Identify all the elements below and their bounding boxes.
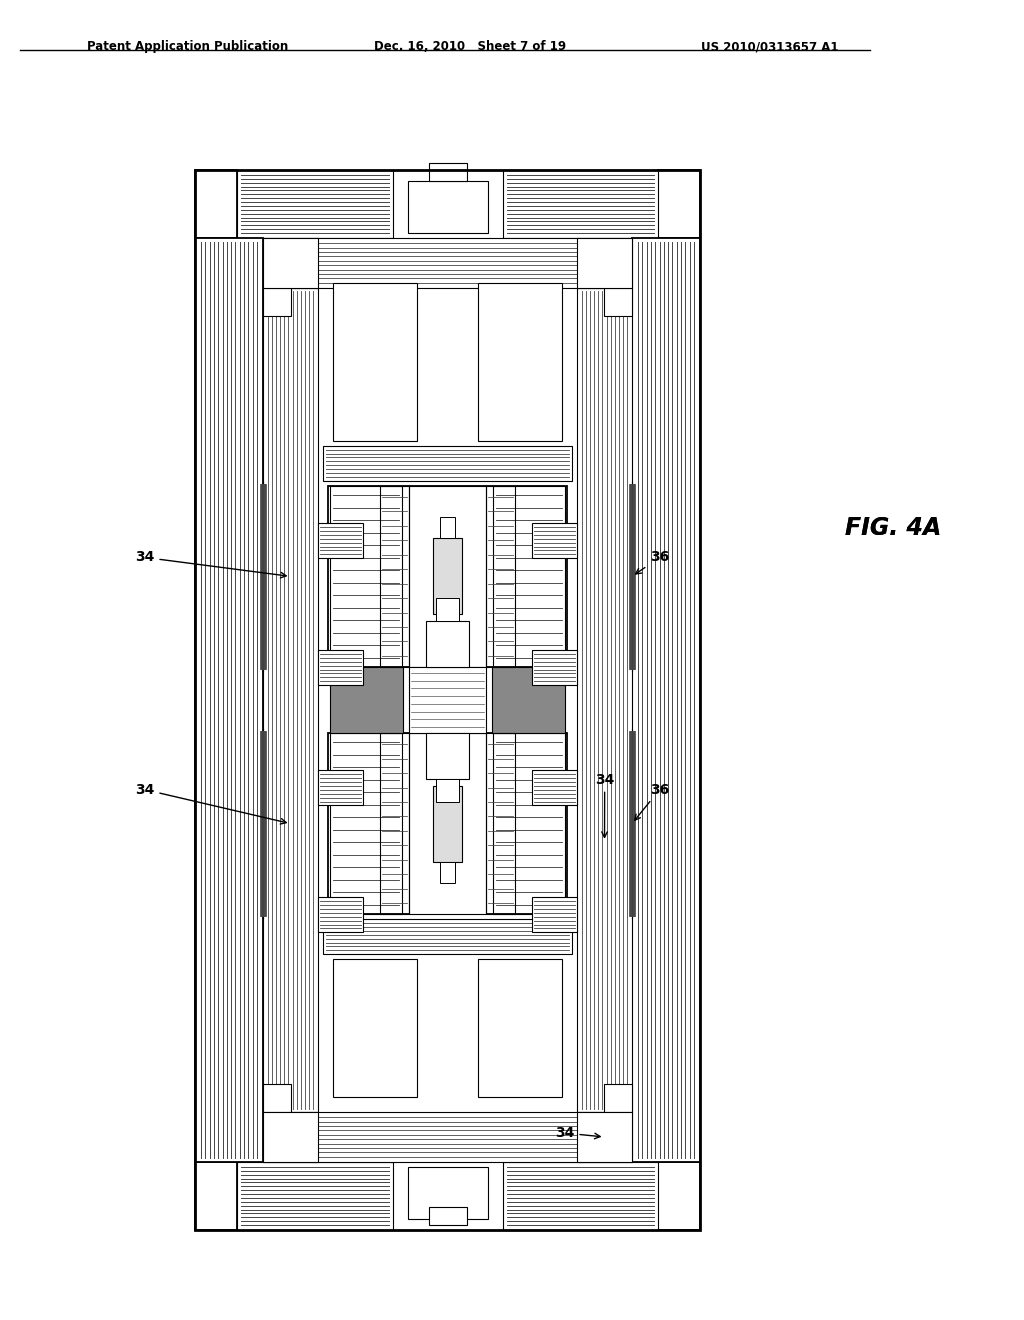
- Bar: [323, 919, 572, 954]
- Bar: [503, 1162, 658, 1230]
- Bar: [263, 288, 291, 315]
- Bar: [604, 1084, 632, 1111]
- Bar: [426, 733, 469, 779]
- Text: 36: 36: [636, 550, 670, 574]
- Bar: [658, 170, 700, 238]
- Bar: [433, 539, 462, 615]
- Text: FIG. 4A: FIG. 4A: [845, 516, 941, 540]
- Bar: [318, 651, 362, 685]
- Bar: [409, 667, 486, 733]
- Bar: [330, 733, 401, 915]
- Bar: [318, 771, 362, 805]
- Bar: [494, 486, 565, 667]
- Text: FIG. 4A: FIG. 4A: [845, 516, 941, 540]
- Text: 34: 34: [555, 1126, 600, 1140]
- Bar: [439, 615, 456, 636]
- Bar: [577, 238, 632, 288]
- Bar: [263, 238, 318, 288]
- Bar: [436, 779, 459, 803]
- Bar: [503, 170, 658, 238]
- Text: 34: 34: [135, 783, 287, 824]
- Bar: [436, 598, 459, 620]
- Text: Patent Application Publication: Patent Application Publication: [87, 41, 289, 53]
- Bar: [632, 238, 700, 1162]
- Bar: [328, 486, 567, 667]
- Bar: [263, 1111, 318, 1162]
- Bar: [478, 960, 562, 1097]
- Bar: [237, 1162, 392, 1230]
- Bar: [439, 764, 456, 785]
- Text: US 2010/0313657 A1: US 2010/0313657 A1: [701, 41, 839, 53]
- Bar: [428, 162, 467, 181]
- Bar: [195, 1162, 237, 1230]
- Bar: [478, 282, 562, 441]
- Bar: [330, 486, 401, 667]
- Bar: [604, 288, 632, 315]
- Bar: [426, 620, 469, 667]
- Bar: [433, 785, 462, 862]
- Bar: [195, 170, 237, 238]
- Bar: [330, 667, 402, 733]
- Bar: [408, 1167, 487, 1218]
- Bar: [318, 898, 362, 932]
- Bar: [328, 733, 567, 915]
- Bar: [318, 523, 362, 558]
- Bar: [263, 238, 632, 288]
- Bar: [263, 288, 318, 1111]
- Bar: [532, 523, 577, 558]
- Bar: [333, 282, 417, 441]
- Bar: [485, 733, 515, 915]
- Bar: [532, 651, 577, 685]
- Bar: [263, 1111, 632, 1162]
- Bar: [428, 1206, 467, 1225]
- Bar: [410, 486, 485, 667]
- Bar: [493, 667, 565, 733]
- Bar: [577, 1111, 632, 1162]
- Bar: [439, 516, 456, 539]
- Text: 36: 36: [635, 783, 670, 820]
- Bar: [485, 486, 515, 667]
- Bar: [532, 771, 577, 805]
- Bar: [577, 288, 632, 1111]
- Bar: [380, 733, 410, 915]
- Bar: [323, 446, 572, 480]
- Bar: [237, 170, 392, 238]
- Bar: [333, 960, 417, 1097]
- Text: 34: 34: [135, 550, 286, 578]
- Text: 34: 34: [595, 772, 614, 837]
- Text: Dec. 16, 2010   Sheet 7 of 19: Dec. 16, 2010 Sheet 7 of 19: [374, 41, 566, 53]
- Bar: [658, 1162, 700, 1230]
- Bar: [263, 1084, 291, 1111]
- Bar: [410, 733, 485, 915]
- Bar: [494, 733, 565, 915]
- Bar: [195, 238, 263, 1162]
- Bar: [195, 170, 700, 1230]
- Bar: [439, 862, 456, 883]
- Bar: [532, 898, 577, 932]
- Bar: [380, 486, 410, 667]
- Bar: [408, 181, 487, 234]
